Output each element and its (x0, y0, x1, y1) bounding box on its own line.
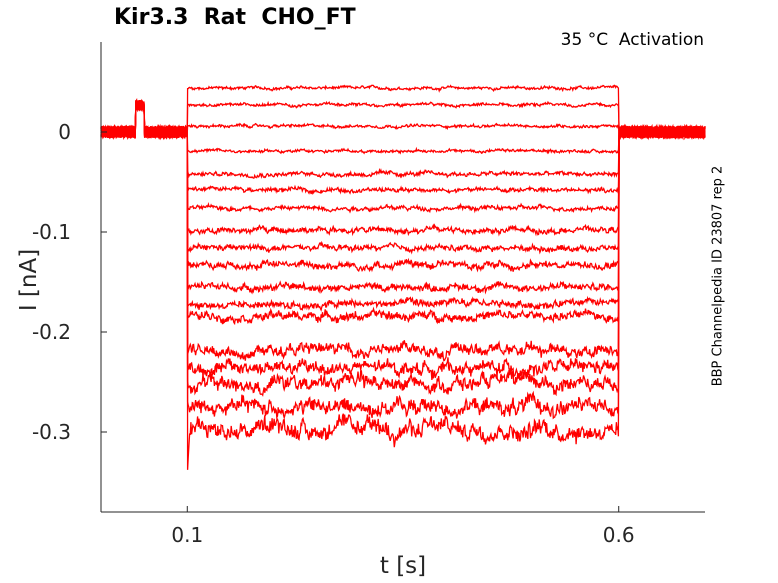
current-trace-5 (100, 100, 706, 179)
y-tick-label-4: -0.3 (32, 420, 71, 444)
current-trace-6 (100, 102, 706, 196)
current-trace-7 (100, 98, 706, 214)
current-trace-10 (100, 97, 706, 273)
y-tick-label-3: -0.2 (32, 320, 71, 344)
current-trace-17 (100, 101, 706, 420)
temperature-annotation: 35 °C Activation (560, 30, 704, 50)
current-trace-18 (100, 100, 706, 470)
current-trace-1 (100, 84, 706, 141)
current-trace-16 (100, 99, 706, 397)
current-trace-3 (100, 100, 706, 140)
y-tick-label-2: -0.1 (32, 220, 71, 244)
current-trace-4 (100, 101, 706, 155)
x-tick-label-1: 0.1 (171, 523, 203, 547)
current-trace-13 (100, 100, 706, 326)
current-trace-9 (100, 100, 706, 255)
current-trace-8 (100, 100, 706, 237)
traces-group (100, 84, 706, 470)
current-trace-2 (100, 99, 706, 141)
current-trace-11 (100, 100, 706, 295)
x-axis-label: t [s] (379, 553, 427, 579)
current-trace-12 (100, 100, 705, 312)
current-trace-14 (100, 99, 706, 362)
chart-title: Kir3.3 Rat CHO_FT (114, 5, 356, 30)
current-trace-15 (100, 101, 706, 380)
x-tick-label-2: 0.6 (603, 523, 635, 547)
y-tick-label-1: 0 (58, 120, 71, 144)
axes-group: 0 -0.1 -0.2 -0.3 0.1 0.6 (32, 42, 705, 547)
